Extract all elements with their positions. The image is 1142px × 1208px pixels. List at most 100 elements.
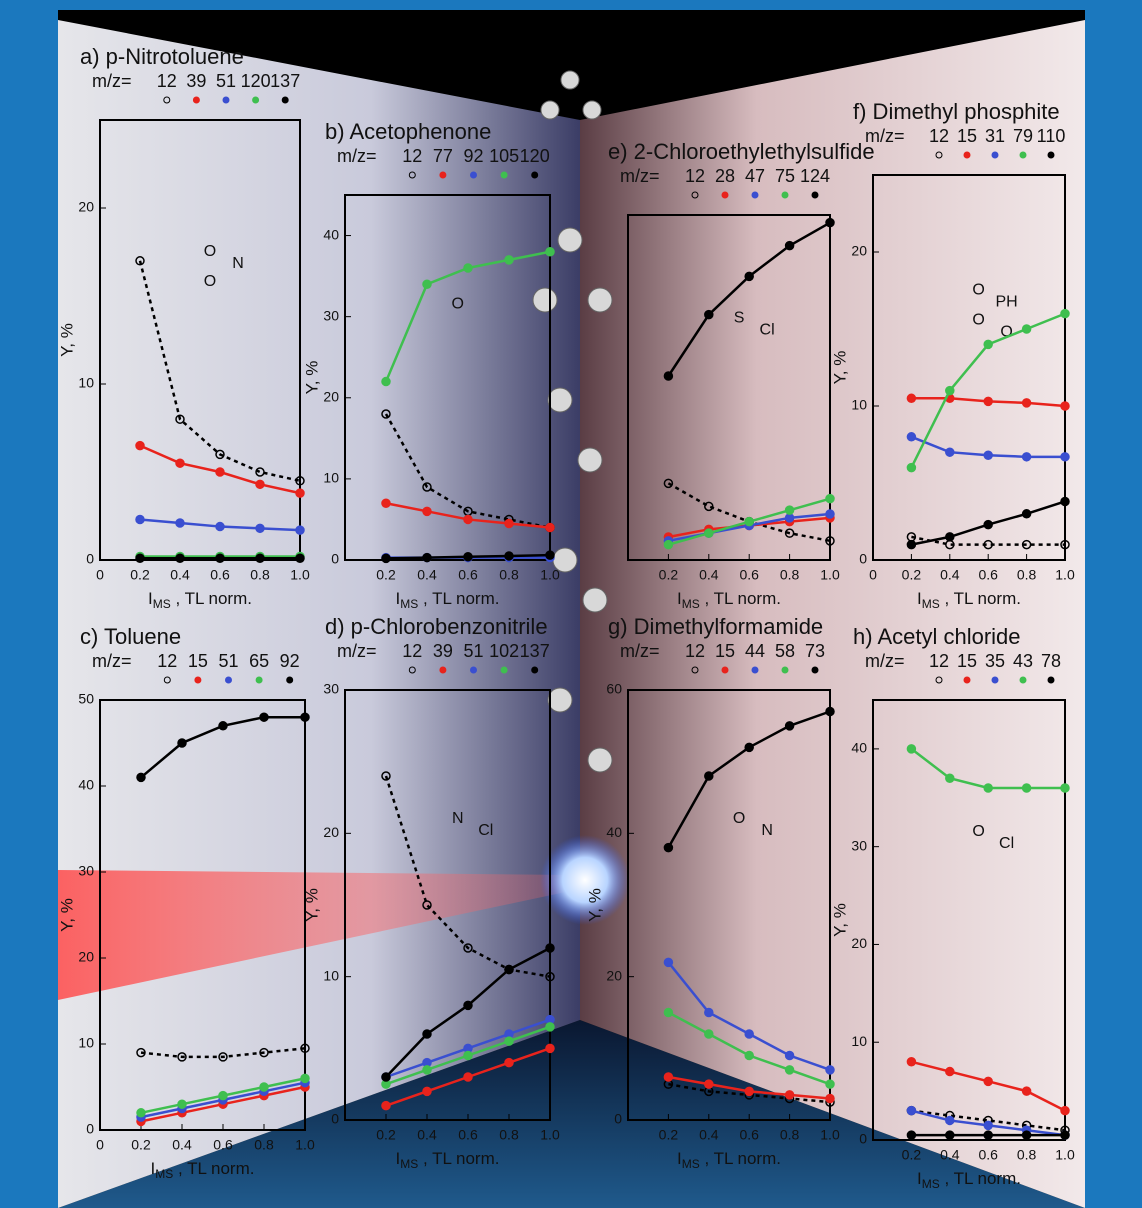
x-tick-label: 1.0 <box>1055 567 1075 583</box>
data-point <box>255 479 265 490</box>
legend-label: 35 <box>985 651 1005 671</box>
data-point <box>945 773 955 783</box>
legend-label: 12 <box>685 641 705 661</box>
y-tick-label: 0 <box>859 1131 867 1147</box>
data-point <box>422 279 432 289</box>
legend-label: 92 <box>463 146 483 166</box>
data-point <box>784 505 795 515</box>
legend-label: 12 <box>685 166 705 186</box>
data-point <box>1060 539 1070 550</box>
y-tick-label: 30 <box>851 837 867 853</box>
data-point <box>175 553 185 563</box>
data-point <box>1021 324 1032 334</box>
data-point <box>381 1072 391 1082</box>
data-point <box>744 271 754 282</box>
x-tick-label: 0.2 <box>376 1127 396 1143</box>
x-axis-label-part: MS <box>400 597 418 611</box>
legend-label: 51 <box>218 651 238 671</box>
data-point <box>906 1105 917 1116</box>
y-tick-label: 10 <box>323 470 339 486</box>
x-tick-label: 0.6 <box>739 1127 759 1143</box>
structure-atom: O <box>972 823 984 840</box>
legend-label: 43 <box>1013 651 1033 671</box>
data-point <box>983 1130 993 1140</box>
data-point <box>463 514 473 525</box>
data-point <box>945 532 955 542</box>
y-tick-label: 40 <box>323 226 339 242</box>
x-tick-label: 0.8 <box>1017 567 1037 583</box>
data-point <box>983 539 993 550</box>
data-point <box>906 1130 917 1140</box>
legend-marker <box>500 666 508 674</box>
plot-frame <box>99 699 306 1131</box>
x-tick-label: 0 <box>869 567 877 583</box>
data-point <box>175 458 185 468</box>
legend-marker <box>935 151 943 159</box>
data-point <box>906 1057 917 1067</box>
data-point <box>704 1079 714 1089</box>
data-point <box>300 1073 310 1084</box>
legend-marker <box>1019 151 1027 159</box>
legend-label: 44 <box>745 641 765 661</box>
x-axis-label: IMS , TL norm. <box>396 589 500 611</box>
legend-marker <box>781 191 789 199</box>
data-point <box>983 1120 993 1131</box>
data-point <box>663 1007 674 1018</box>
legend-label: 124 <box>800 166 830 186</box>
x-tick-label: 0.2 <box>130 567 150 583</box>
legend-marker <box>811 191 819 199</box>
data-point <box>259 1082 269 1092</box>
data-point <box>784 1065 795 1075</box>
y-axis-label: Y, % <box>57 898 76 932</box>
data-point <box>545 550 555 560</box>
plot-frame <box>99 119 301 561</box>
data-point <box>784 528 795 538</box>
data-point <box>504 1057 514 1068</box>
data-point <box>259 1047 269 1058</box>
legend-label: 79 <box>1013 126 1033 146</box>
legend-label: 75 <box>775 166 795 186</box>
x-axis-label-part: I <box>396 589 401 608</box>
x-axis-label-part: I <box>677 1149 682 1168</box>
data-point <box>259 712 269 722</box>
data-point <box>463 1000 473 1011</box>
x-tick-label: 1.0 <box>820 567 840 583</box>
legend-label: 39 <box>433 641 453 661</box>
x-tick-label: 0.8 <box>780 567 800 583</box>
y-axis-label: Y, % <box>57 323 76 357</box>
legend-label: 12 <box>929 126 949 146</box>
data-point <box>663 1072 674 1082</box>
data-point <box>422 900 432 910</box>
y-tick-label: 0 <box>859 551 867 567</box>
data-point <box>983 519 993 530</box>
x-axis-label-part: , TL norm. <box>418 589 499 608</box>
x-axis-label: IMS , TL norm. <box>148 589 252 611</box>
structure-atom: O <box>733 810 745 827</box>
data-point <box>463 1050 473 1061</box>
legend-marker <box>500 171 508 179</box>
data-point <box>983 783 993 793</box>
x-tick-label: 0.6 <box>458 1127 478 1143</box>
legend-marker <box>751 666 759 674</box>
x-tick-label: 1.0 <box>540 1127 560 1143</box>
data-point <box>1060 401 1070 411</box>
legend-label: 31 <box>985 126 1005 146</box>
legend-title: m/z= <box>92 71 132 91</box>
x-tick-label: 1.0 <box>820 1127 840 1143</box>
legend-title: m/z= <box>620 166 660 186</box>
legend-marker <box>991 676 999 684</box>
y-tick-label: 0 <box>331 1111 339 1127</box>
x-axis-label-part: , TL norm. <box>418 1149 499 1168</box>
y-tick-label: 10 <box>851 1033 867 1049</box>
plot-frame <box>872 699 1066 1141</box>
legend-marker <box>531 666 539 674</box>
data-point <box>463 552 473 562</box>
data-point <box>704 528 714 538</box>
legend-marker <box>751 191 759 199</box>
structure-atom: O <box>972 312 984 329</box>
x-axis-label-part: I <box>396 1149 401 1168</box>
y-tick-label: 20 <box>323 824 339 840</box>
legend-marker <box>691 191 699 199</box>
x-tick-label: 0.4 <box>417 567 437 583</box>
